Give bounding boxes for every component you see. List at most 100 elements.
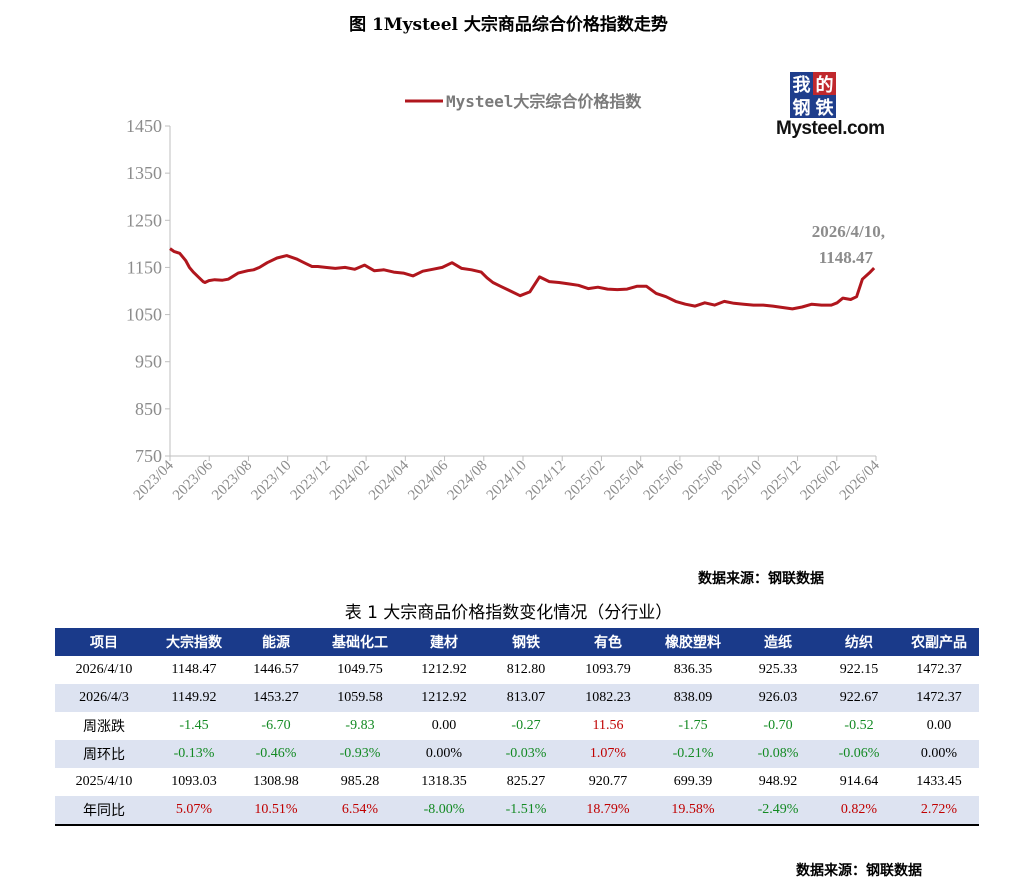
x-tick-label: 2024/10	[484, 458, 530, 504]
row-label: 周涨跌	[83, 719, 125, 735]
table-cell: 922.67	[819, 684, 899, 712]
y-tick-label: 1450	[126, 116, 162, 136]
table-cell: -6.70	[261, 718, 291, 733]
x-tick-label: 2026/04	[837, 457, 883, 503]
table-cell: 10.51%	[235, 796, 317, 825]
table-cell: 813.07	[485, 684, 567, 712]
x-tick-label: 2024/02	[327, 458, 373, 504]
table-cell: -9.83	[345, 718, 375, 733]
table-cell: -1.75	[678, 718, 708, 733]
x-tick-label: 2025/08	[680, 458, 726, 504]
y-tick-label: 950	[135, 352, 162, 372]
table-cell: 1148.47	[171, 662, 217, 677]
table-cell: -8.00%	[403, 796, 485, 825]
table-cell: 11.56	[592, 718, 624, 733]
table-title: 表 1 大宗商品价格指数变化情况（分行业）	[344, 603, 673, 623]
table-cell: 6.54%	[317, 796, 403, 825]
x-tick-label: 2024/12	[523, 458, 569, 504]
x-tick-label: 2024/06	[405, 457, 451, 503]
x-tick-label: 2023/08	[209, 458, 255, 504]
table-cell: 920.77	[588, 774, 628, 789]
table-header-cell: 大宗指数	[153, 628, 235, 656]
annotation-date: 2026/4/10,	[812, 222, 885, 241]
logo-wordmark: Mysteel.com	[776, 118, 885, 139]
logo-grid: 我的钢铁	[790, 72, 836, 119]
logo-char: 的	[813, 72, 836, 96]
x-axis: 2023/042023/062023/082023/102023/122024/…	[131, 455, 883, 504]
chart-annotation: 2026/4/10, 1148.47	[812, 222, 885, 267]
table-cell: 0.00%	[899, 740, 979, 768]
y-tick-label: 850	[135, 399, 162, 419]
table-cell: 1212.92	[403, 684, 485, 712]
x-tick-label: 2024/04	[366, 457, 412, 503]
table-cell: 1472.37	[899, 684, 979, 712]
annotation-value: 1148.47	[819, 248, 874, 267]
table-cell: 836.35	[673, 662, 713, 677]
row-label: 2026/4/3	[55, 684, 153, 712]
table-cell: 1059.58	[317, 684, 403, 712]
x-tick-label: 2025/04	[601, 457, 647, 503]
table-cell: 1049.75	[337, 662, 383, 677]
table-cell: 1446.57	[253, 662, 299, 677]
x-tick-label: 2026/02	[798, 458, 844, 504]
table-cell: 1472.37	[916, 662, 962, 677]
x-tick-label: 2025/12	[758, 458, 804, 504]
table-cell: 1212.92	[421, 662, 467, 677]
table-cell: -0.70	[763, 718, 793, 733]
table-cell: -1.45	[179, 718, 209, 733]
table-cell: 948.92	[758, 774, 798, 789]
table-header-cell: 能源	[235, 628, 317, 656]
table-cell: -0.52	[844, 718, 874, 733]
table-cell: 1149.92	[153, 684, 235, 712]
table-cell: -0.27	[511, 718, 541, 733]
table-cell: 1433.45	[916, 774, 962, 789]
table-cell: 1093.03	[171, 774, 217, 789]
x-tick-label: 2023/10	[248, 458, 294, 504]
x-tick-label: 2025/06	[641, 457, 687, 503]
table-cell: -0.13%	[153, 740, 235, 768]
y-tick-label: 1150	[127, 257, 162, 277]
table-cell: 19.58%	[649, 796, 737, 825]
table-cell: 838.09	[649, 684, 737, 712]
table-cell: 1.07%	[567, 740, 649, 768]
table-cell: 1093.79	[585, 662, 631, 677]
table-header-cell: 钢铁	[485, 628, 567, 656]
price-index-table: 项目 大宗指数 能源 基础化工 建材 钢铁 有色 橡胶塑料 造纸 纺织 农副产品 2026/4/10…	[55, 628, 979, 826]
row-label: 周环比	[55, 740, 153, 768]
y-axis: 750 850 950 1050 1150 1250 1350 1450	[126, 116, 171, 466]
figure-title: 图 1Mysteel 大宗商品综合价格指数走势	[349, 15, 668, 35]
chart-source-label: 数据来源：钢联数据	[698, 571, 824, 587]
table-cell: 0.00%	[403, 740, 485, 768]
table-cell: 18.79%	[567, 796, 649, 825]
row-label: 2025/4/10	[75, 774, 133, 789]
table-header-cell: 橡胶塑料	[649, 628, 737, 656]
table-cell: -0.03%	[485, 740, 567, 768]
table-header-cell: 农副产品	[899, 628, 979, 656]
table-row: 2026/4/3 1149.92 1453.27 1059.58 1212.92 813.…	[55, 684, 979, 712]
x-tick-label: 2024/08	[445, 458, 491, 504]
table-cell: -0.06%	[819, 740, 899, 768]
table-row: 2025/4/10 1093.03 1308.98 985.28 1318.35 825.…	[55, 768, 979, 796]
row-label: 2026/4/10	[75, 662, 133, 677]
x-tick-label: 2023/12	[288, 458, 334, 504]
series-line	[169, 247, 876, 311]
table-cell: -2.49%	[737, 796, 819, 825]
table-cell: 925.33	[758, 662, 798, 677]
table-cell: 926.03	[737, 684, 819, 712]
x-tick-label: 2025/02	[562, 458, 608, 504]
x-tick-label: 2025/10	[719, 458, 765, 504]
table-cell: 0.82%	[819, 796, 899, 825]
logo-char: 我	[790, 72, 813, 96]
table-body: 2026/4/10 1148.47 1446.57 1049.75 1212.92 812…	[55, 656, 979, 825]
table-header-cell: 造纸	[737, 628, 819, 656]
table-cell: 1082.23	[567, 684, 649, 712]
table-cell: 914.64	[839, 774, 879, 789]
row-label: 年同比	[55, 796, 153, 825]
table-cell: 812.80	[506, 662, 546, 677]
table-cell: 922.15	[839, 662, 879, 677]
table-cell: 699.39	[673, 774, 713, 789]
table-cell: 1453.27	[235, 684, 317, 712]
table-cell: 825.27	[506, 774, 546, 789]
table-row: 周涨跌 -1.45 -6.70 -9.83 0.00 -0.27 11.56 -1.75 -0.…	[55, 712, 979, 740]
table-cell: 0.00	[926, 718, 952, 733]
